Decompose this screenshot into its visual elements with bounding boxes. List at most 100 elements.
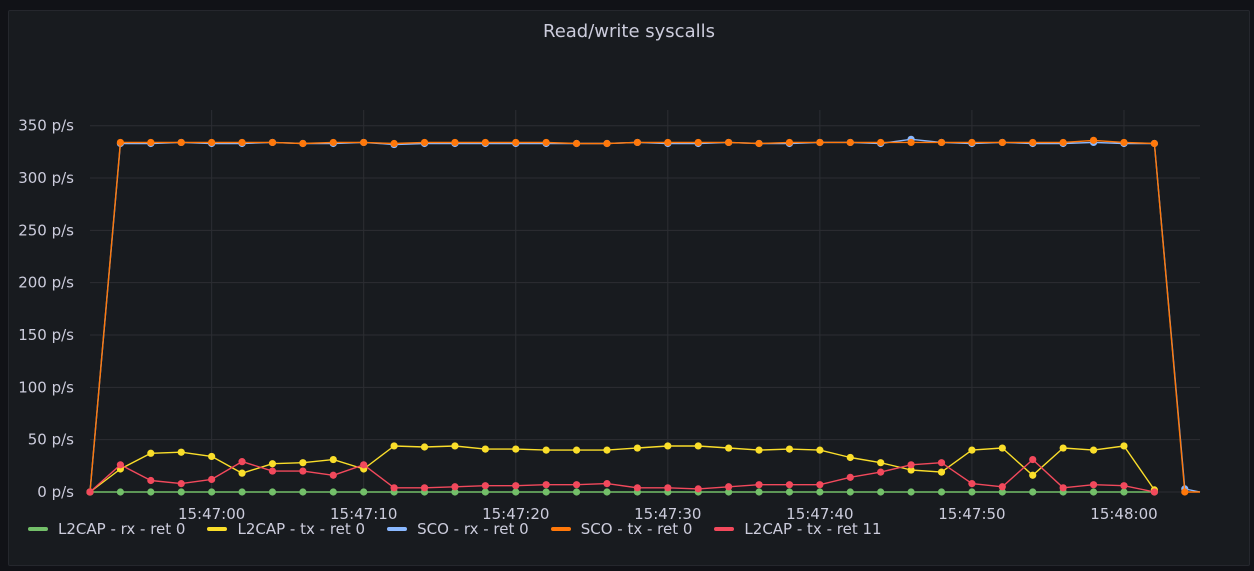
data-point-l2cap-tx-ret-0 xyxy=(694,442,702,450)
data-point-sco-tx-ret-0 xyxy=(1089,136,1098,144)
data-point-l2cap-tx-ret-11 xyxy=(299,467,307,475)
legend-item-l2cap-tx-ret-11[interactable]: L2CAP - tx - ret 11 xyxy=(714,520,882,538)
data-point-l2cap-tx-ret-0 xyxy=(481,445,489,453)
data-point-l2cap-rx-ret-0 xyxy=(968,488,976,496)
data-point-l2cap-rx-ret-0 xyxy=(846,488,854,496)
data-point-l2cap-rx-ret-0 xyxy=(238,488,246,496)
data-point-l2cap-rx-ret-0 xyxy=(937,488,946,496)
data-point-l2cap-tx-ret-11 xyxy=(360,461,368,469)
data-point-l2cap-tx-ret-0 xyxy=(238,469,246,477)
data-point-sco-tx-ret-0 xyxy=(694,138,702,147)
data-point-l2cap-rx-ret-0 xyxy=(907,488,915,496)
data-point-l2cap-tx-ret-11 xyxy=(208,475,216,484)
data-point-sco-tx-ret-0 xyxy=(542,138,550,147)
data-point-l2cap-tx-ret-11 xyxy=(268,467,277,475)
x-tick-label: 15:47:20 xyxy=(482,505,549,523)
data-point-sco-tx-ret-0 xyxy=(1181,488,1189,496)
data-point-l2cap-tx-ret-0 xyxy=(1029,471,1037,479)
x-tick-label: 15:47:40 xyxy=(786,505,853,523)
data-point-l2cap-tx-ret-11 xyxy=(1120,482,1128,490)
data-point-l2cap-tx-ret-11 xyxy=(725,483,733,491)
data-point-sco-tx-ret-0 xyxy=(420,138,429,147)
data-point-l2cap-tx-ret-0 xyxy=(299,459,307,467)
y-tick-label: 350 p/s xyxy=(18,117,74,135)
data-point-l2cap-tx-ret-0 xyxy=(420,443,429,451)
legend-label: SCO - tx - ret 0 xyxy=(580,520,693,538)
legend-item-sco-tx-ret-0[interactable]: SCO - tx - ret 0 xyxy=(550,520,693,538)
data-point-l2cap-tx-ret-11 xyxy=(238,458,246,466)
data-point-sco-tx-ret-0 xyxy=(1029,138,1037,147)
data-point-l2cap-tx-ret-0 xyxy=(755,446,763,454)
data-point-l2cap-rx-ret-0 xyxy=(785,488,794,496)
series-line-sco-rx-ret-0 xyxy=(89,138,1201,493)
data-point-sco-tx-ret-0 xyxy=(664,138,672,147)
data-point-l2cap-tx-ret-11 xyxy=(937,459,946,467)
data-point-l2cap-tx-ret-0 xyxy=(268,460,277,468)
data-point-l2cap-tx-ret-11 xyxy=(694,485,702,493)
y-tick-label: 50 p/s xyxy=(28,431,74,449)
y-tick-label: 0 p/s xyxy=(37,483,74,501)
data-point-l2cap-tx-ret-0 xyxy=(968,446,976,454)
legend-swatch xyxy=(550,527,571,531)
legend-item-l2cap-rx-ret-0[interactable]: L2CAP - rx - ret 0 xyxy=(28,520,185,538)
data-point-l2cap-tx-ret-0 xyxy=(1089,446,1098,454)
data-point-l2cap-tx-ret-11 xyxy=(481,482,489,490)
data-point-sco-tx-ret-0 xyxy=(633,138,641,147)
y-tick-label: 150 p/s xyxy=(18,326,74,344)
data-point-l2cap-rx-ret-0 xyxy=(755,488,763,496)
data-point-l2cap-tx-ret-11 xyxy=(968,480,976,488)
data-point-sco-tx-ret-0 xyxy=(177,138,185,147)
data-point-l2cap-rx-ret-0 xyxy=(481,488,489,496)
data-point-l2cap-tx-ret-11 xyxy=(877,468,885,476)
legend-label: L2CAP - tx - ret 11 xyxy=(744,520,882,538)
data-point-l2cap-tx-ret-11 xyxy=(451,483,459,491)
data-point-l2cap-tx-ret-0 xyxy=(572,446,581,454)
data-point-l2cap-tx-ret-0 xyxy=(785,445,794,453)
data-point-l2cap-tx-ret-0 xyxy=(208,452,216,461)
x-tick-label: 15:47:00 xyxy=(178,505,245,523)
data-point-l2cap-tx-ret-11 xyxy=(116,461,125,469)
data-point-l2cap-tx-ret-0 xyxy=(603,446,611,454)
data-point-l2cap-tx-ret-0 xyxy=(177,448,185,456)
x-tick-label: 15:48:00 xyxy=(1090,505,1157,523)
data-point-l2cap-tx-ret-0 xyxy=(512,445,520,453)
data-point-l2cap-tx-ret-0 xyxy=(907,466,915,474)
data-point-l2cap-tx-ret-11 xyxy=(998,483,1006,491)
data-point-l2cap-tx-ret-11 xyxy=(1089,481,1098,489)
data-point-l2cap-rx-ret-0 xyxy=(572,488,581,496)
data-point-sco-tx-ret-0 xyxy=(208,138,216,147)
legend-item-l2cap-tx-ret-0[interactable]: L2CAP - tx - ret 0 xyxy=(207,520,365,538)
data-point-l2cap-tx-ret-11 xyxy=(664,484,672,492)
data-point-sco-tx-ret-0 xyxy=(390,139,398,148)
data-point-l2cap-tx-ret-0 xyxy=(877,459,885,467)
data-point-l2cap-rx-ret-0 xyxy=(329,488,337,496)
data-point-l2cap-tx-ret-11 xyxy=(329,471,337,479)
data-point-sco-tx-ret-0 xyxy=(116,138,125,147)
data-point-l2cap-rx-ret-0 xyxy=(177,488,185,496)
data-point-sco-tx-ret-0 xyxy=(998,138,1006,147)
data-point-sco-tx-ret-0 xyxy=(725,138,733,147)
chart-panel: Read/write syscalls xyxy=(8,10,1250,566)
data-point-sco-tx-ret-0 xyxy=(816,138,824,147)
y-tick-label: 200 p/s xyxy=(18,274,74,292)
data-point-sco-tx-ret-0 xyxy=(846,138,854,147)
data-point-l2cap-rx-ret-0 xyxy=(603,488,611,496)
legend-label: SCO - rx - ret 0 xyxy=(417,520,529,538)
y-tick-label: 250 p/s xyxy=(18,221,74,239)
data-point-sco-tx-ret-0 xyxy=(299,139,307,148)
data-point-l2cap-rx-ret-0 xyxy=(360,488,368,496)
data-point-l2cap-tx-ret-11 xyxy=(633,484,641,492)
data-point-l2cap-rx-ret-0 xyxy=(998,488,1006,496)
data-point-l2cap-rx-ret-0 xyxy=(299,488,307,496)
data-point-sco-tx-ret-0 xyxy=(1150,139,1158,148)
data-point-l2cap-tx-ret-0 xyxy=(816,446,824,454)
legend-item-sco-rx-ret-0[interactable]: SCO - rx - ret 0 xyxy=(387,520,529,538)
data-point-l2cap-tx-ret-11 xyxy=(785,481,794,489)
data-point-l2cap-tx-ret-11 xyxy=(1059,484,1067,492)
data-point-sco-tx-ret-0 xyxy=(1059,138,1067,147)
data-point-l2cap-rx-ret-0 xyxy=(147,488,155,496)
data-point-sco-tx-ret-0 xyxy=(572,139,581,148)
data-point-l2cap-tx-ret-0 xyxy=(390,442,398,450)
data-point-sco-tx-ret-0 xyxy=(238,138,246,147)
